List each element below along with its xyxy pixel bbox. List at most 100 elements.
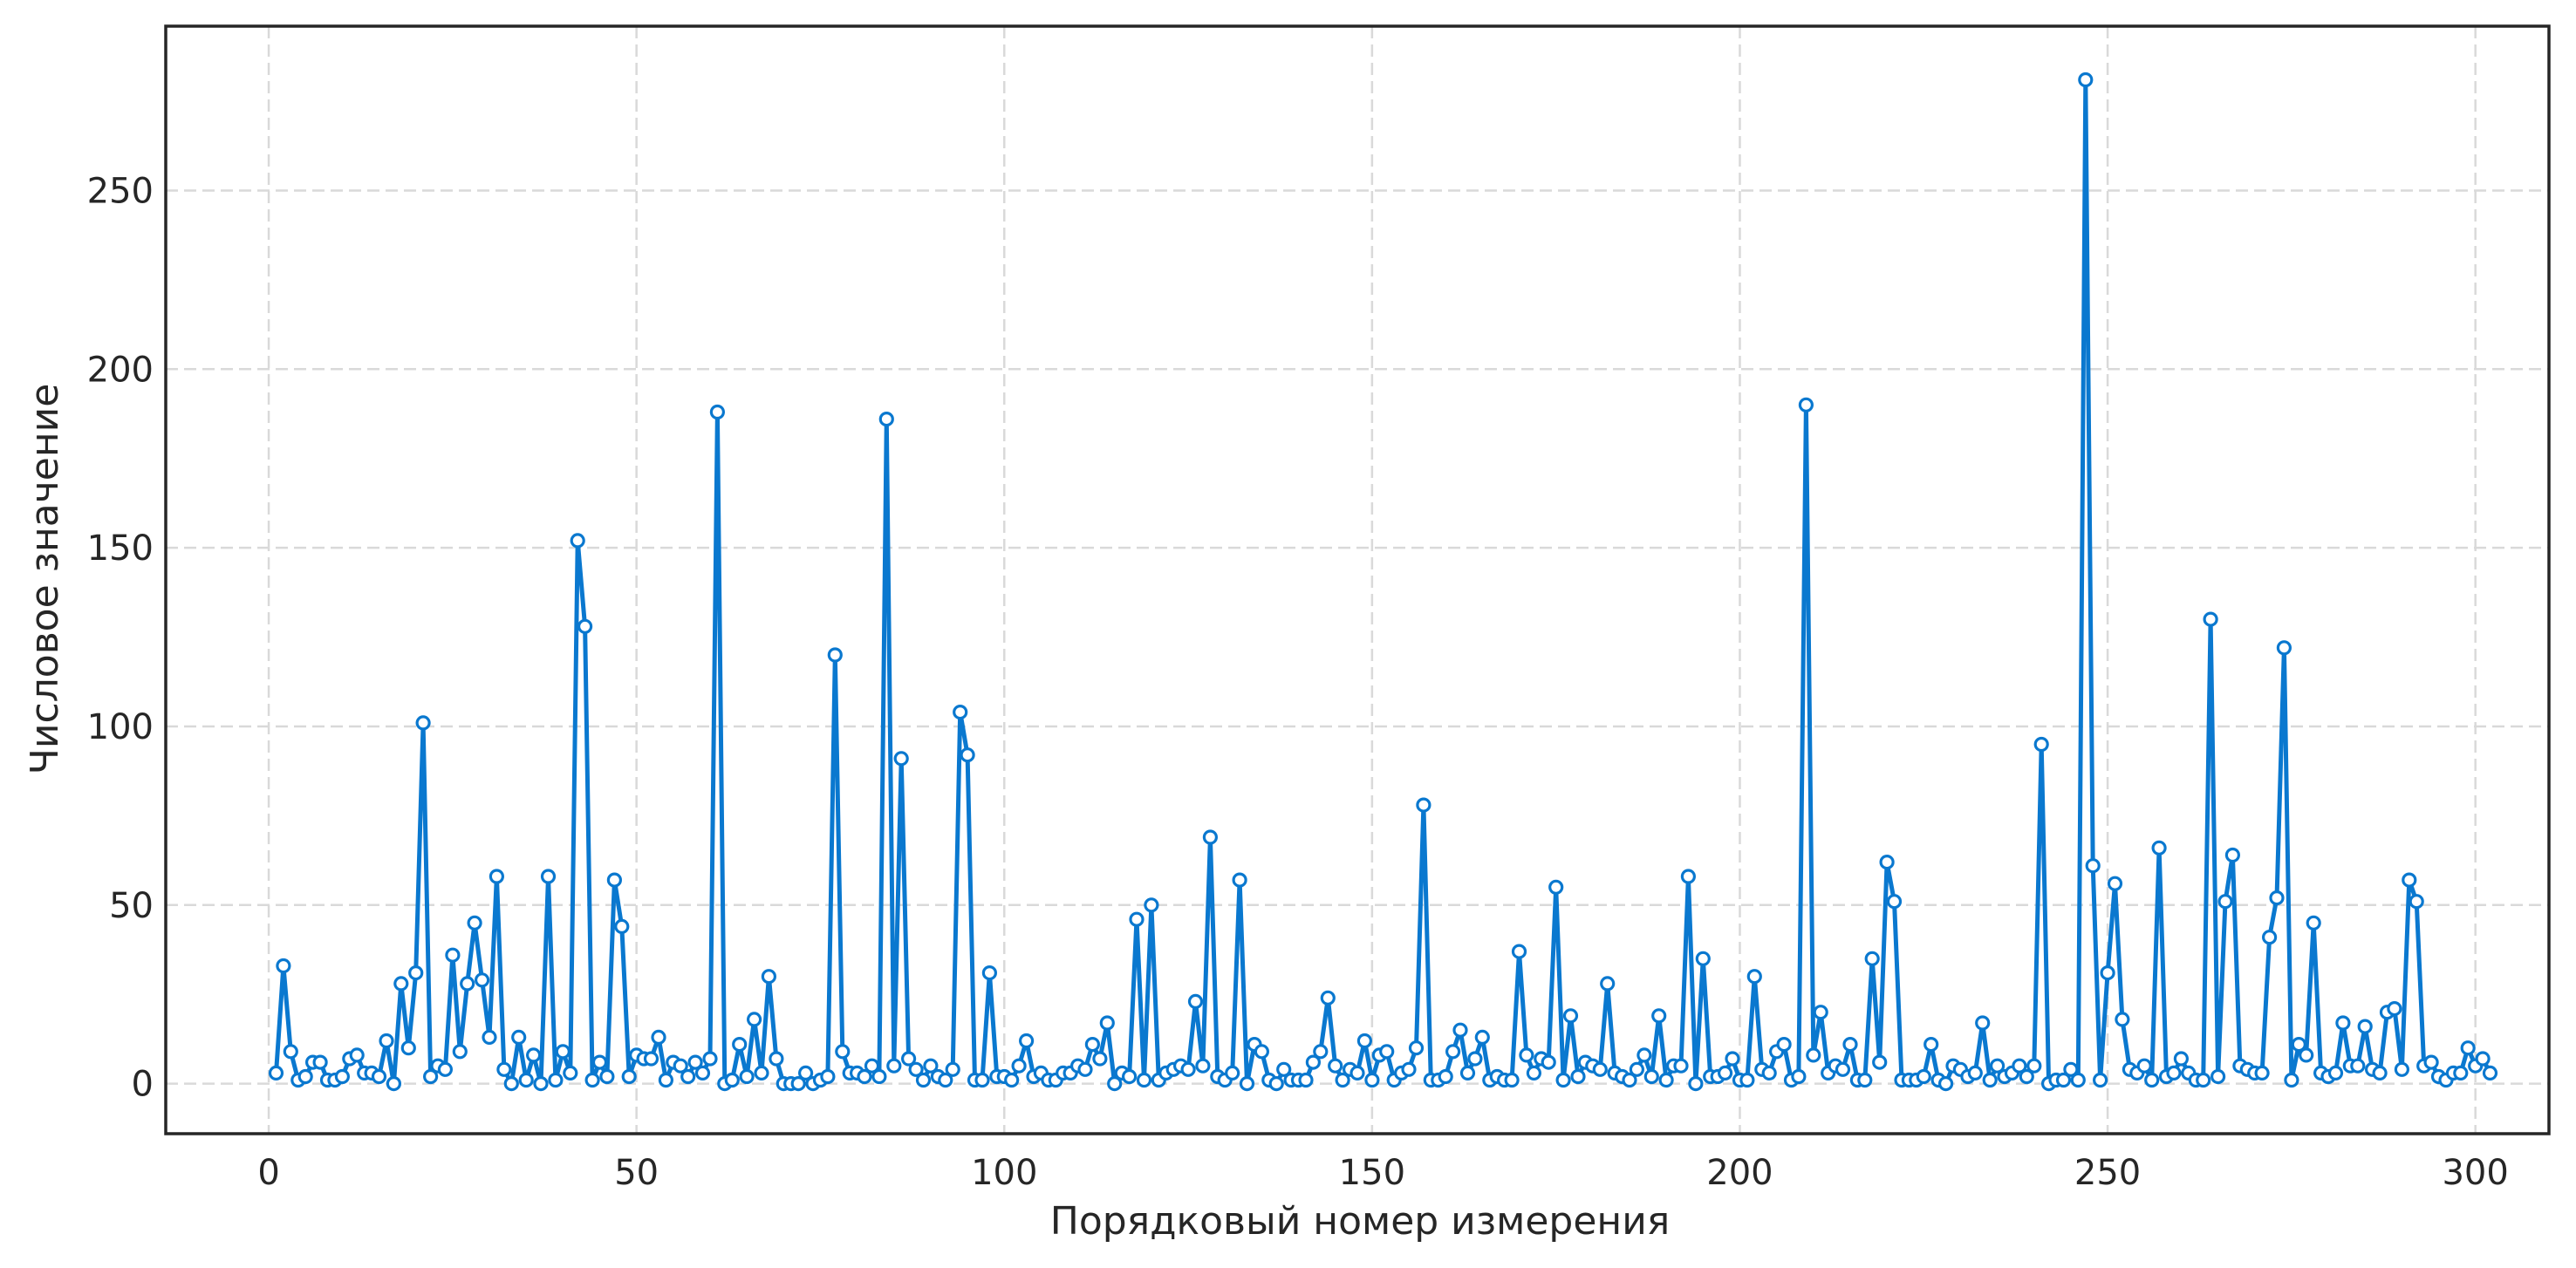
data-point	[820, 1068, 836, 1085]
data-point	[1187, 993, 1204, 1010]
data-point	[945, 1061, 960, 1077]
data-point	[739, 1068, 755, 1085]
data-point	[2357, 1019, 2373, 1034]
y-axis-ticks: 0 50 100 150 200 250	[87, 171, 154, 1104]
data-point	[423, 1068, 439, 1085]
data-point	[2093, 1072, 2108, 1088]
data-point	[1688, 1075, 1704, 1092]
x-axis-ticks: 0 50 100 150 200 250 300	[257, 1153, 2509, 1193]
data-point	[2063, 1061, 2079, 1077]
data-point	[511, 1029, 527, 1046]
data-point	[268, 1065, 284, 1081]
data-point	[1445, 1044, 1461, 1060]
data-point	[908, 1061, 924, 1077]
data-point	[2394, 1061, 2409, 1077]
data-point	[2012, 1058, 2027, 1074]
data-point	[2026, 1058, 2042, 1074]
data-point	[467, 915, 482, 931]
data-point	[1254, 1044, 1270, 1060]
data-point	[2210, 1068, 2226, 1085]
data-point	[1761, 1065, 1777, 1081]
data-point	[1622, 1072, 1637, 1088]
data-point	[835, 1044, 851, 1060]
data-point	[2423, 1054, 2439, 1070]
data-point	[2055, 1072, 2072, 1088]
data-point	[1305, 1054, 1322, 1070]
data-point	[1077, 1061, 1093, 1077]
x-axis-label: Порядковый номер измерения	[1050, 1199, 1671, 1244]
data-point	[923, 1058, 939, 1074]
data-point	[680, 1068, 696, 1085]
data-point	[827, 647, 843, 663]
y-tick-label: 250	[87, 171, 154, 211]
data-point	[1842, 1036, 1858, 1053]
data-point	[754, 1065, 769, 1081]
data-point	[2276, 640, 2292, 656]
data-point	[599, 1068, 615, 1085]
data-point	[1967, 1065, 1983, 1081]
data-point	[1298, 1072, 1314, 1088]
data-point	[349, 1047, 365, 1063]
data-point	[769, 1051, 784, 1067]
data-point	[2115, 1012, 2130, 1027]
data-point	[2262, 930, 2278, 945]
data-point	[1092, 1051, 1108, 1067]
data-point	[651, 1029, 666, 1046]
data-point	[732, 1036, 748, 1053]
data-point	[1864, 951, 1880, 966]
data-point	[1813, 1005, 1828, 1020]
data-point	[893, 751, 909, 767]
data-point	[1225, 1065, 1240, 1081]
data-point	[1459, 1065, 1476, 1081]
data-point	[525, 1047, 542, 1063]
data-point	[518, 1072, 534, 1088]
data-point	[1975, 1015, 1991, 1031]
data-point	[953, 704, 968, 720]
data-point	[1519, 1047, 1534, 1063]
data-point	[496, 1061, 512, 1077]
data-point	[533, 1075, 549, 1092]
data-point	[570, 533, 585, 549]
data-point	[1018, 1033, 1035, 1049]
data-point	[2203, 611, 2218, 627]
data-point	[1136, 1072, 1152, 1088]
data-point	[1349, 1065, 1365, 1081]
data-point	[1320, 990, 1336, 1006]
data-point	[386, 1075, 401, 1092]
data-point	[857, 1068, 872, 1085]
data-point	[1195, 1058, 1211, 1074]
data-point	[1982, 1072, 1998, 1088]
data-point	[1600, 976, 1616, 992]
data-point	[1202, 829, 1219, 845]
data-point	[276, 958, 291, 974]
data-point	[1923, 1036, 1939, 1053]
data-point	[379, 1033, 394, 1049]
data-point	[2327, 1065, 2344, 1081]
data-point	[2306, 915, 2321, 931]
data-point	[2254, 1065, 2270, 1081]
data-point	[687, 1054, 703, 1070]
data-point	[761, 969, 777, 985]
data-point	[2409, 894, 2424, 910]
data-point	[1916, 1068, 1931, 1085]
data-point	[1990, 1058, 2005, 1074]
data-point	[1276, 1061, 1292, 1077]
data-point	[1717, 1065, 1733, 1081]
data-point	[1548, 879, 1564, 895]
data-point	[1879, 854, 1895, 870]
data-point	[1099, 1015, 1115, 1031]
data-point	[606, 872, 623, 888]
data-point	[2070, 1072, 2086, 1088]
y-tick-label: 100	[87, 707, 154, 747]
data-point	[1356, 1033, 1373, 1049]
y-tick-label: 50	[109, 886, 154, 926]
data-point	[621, 1068, 637, 1085]
data-point	[1725, 1051, 1740, 1067]
data-point	[1364, 1072, 1380, 1088]
data-point	[2291, 1036, 2306, 1053]
data-point	[2269, 890, 2285, 906]
data-point	[1776, 1036, 1792, 1053]
data-point	[2019, 1068, 2034, 1085]
data-point	[1379, 1044, 1395, 1060]
data-point	[452, 1044, 468, 1060]
